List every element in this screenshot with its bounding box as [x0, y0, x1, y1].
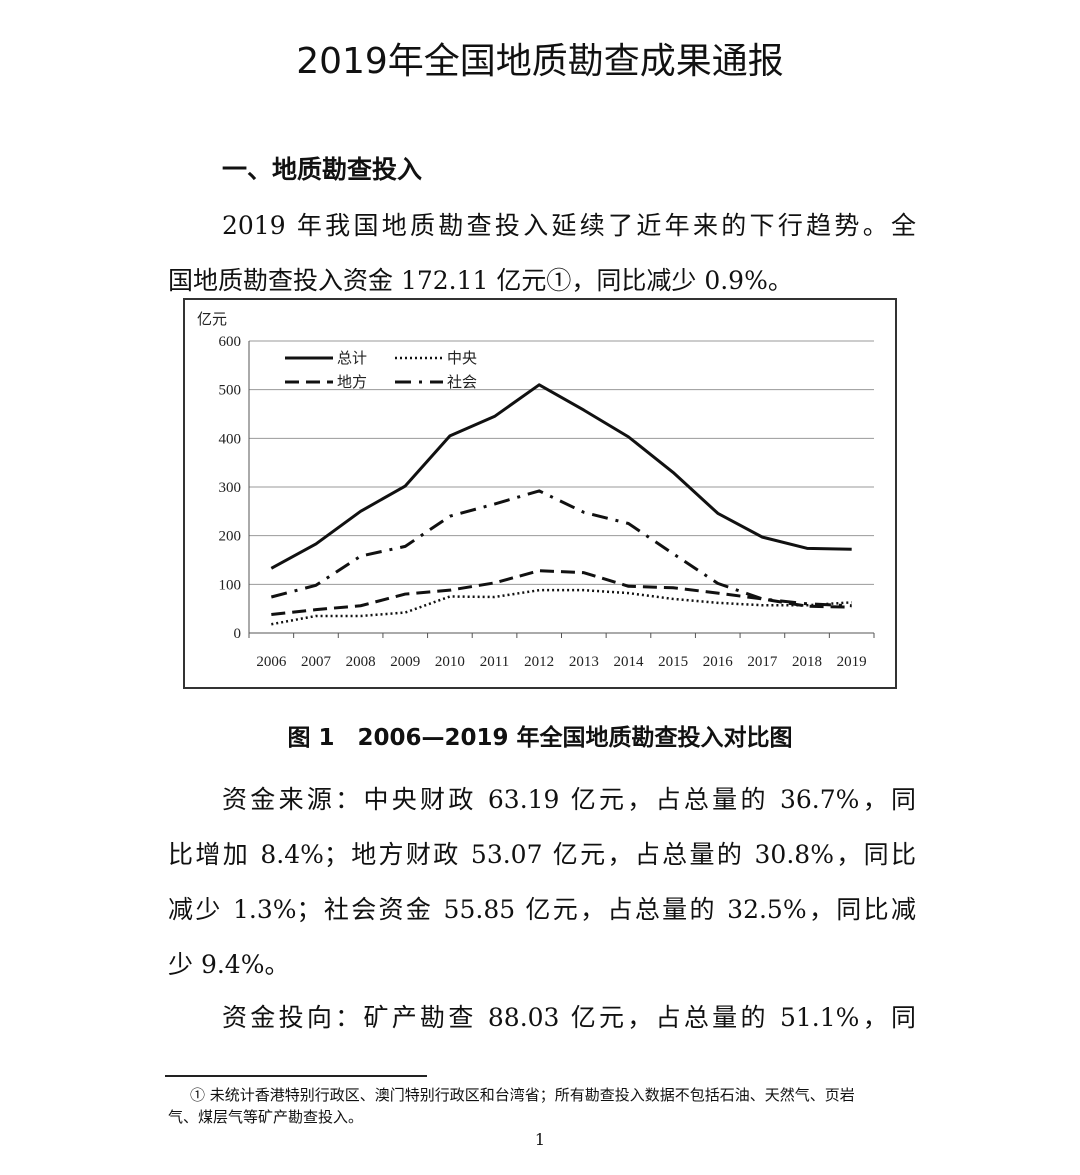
x-tick-label: 2016: [703, 654, 734, 670]
x-tick-label: 2014: [613, 654, 644, 670]
section-heading: 一、地质勘查投入: [222, 155, 423, 184]
y-tick-label: 100: [219, 577, 242, 593]
series-line-地方: [271, 569, 852, 616]
paragraph-line: 2019 年我国地质勘查投入延续了近年来的下行趋势。全: [222, 211, 916, 240]
figure-caption: 图 1 2006—2019 年全国地质勘查投入对比图: [287, 725, 793, 751]
paragraph-line: 减少 1.3%；社会资金 55.85 亿元，占总量的 32.5%，同比减: [168, 895, 916, 924]
paragraph-line: 资金来源：中央财政 63.19 亿元，占总量的 36.7%，同: [222, 785, 916, 814]
paragraph-line: 资金投向：矿产勘查 88.03 亿元，占总量的 51.1%，同: [222, 1003, 916, 1032]
legend-label: 社会: [447, 373, 477, 391]
page-number: 1: [534, 1130, 546, 1149]
series-line-社会: [270, 489, 852, 608]
y-tick-label: 200: [219, 529, 242, 545]
chart-frame: 0 100 200 300 400 500 600 2006 2007 2008 2009 2010 2…: [183, 298, 897, 689]
x-tick-label: 2013: [569, 654, 599, 670]
page-title: 2019年全国地质勘查成果通报: [296, 41, 784, 82]
y-axis-label: 亿元: [197, 310, 227, 328]
y-tick-label: 500: [219, 383, 242, 399]
x-tick-label: 2012: [524, 654, 554, 670]
y-tick-label: 400: [219, 431, 242, 447]
legend-label: 总计: [337, 349, 367, 367]
legend-label: 地方: [337, 373, 367, 391]
x-tick-label: 2007: [301, 654, 332, 670]
y-tick-label: 300: [219, 480, 242, 496]
x-tick-label: 2015: [658, 654, 688, 670]
y-tick-label: 0: [234, 626, 242, 642]
line-chart: 0 100 200 300 400 500 600 2006 2007 2008 2009 2010 2…: [197, 310, 875, 670]
paragraph-line: 比增加 8.4%；地方财政 53.07 亿元，占总量的 30.8%，同比: [168, 840, 916, 869]
x-tick-label: 2018: [792, 654, 822, 670]
x-tick-label: 2011: [480, 654, 509, 670]
paragraph-line: 少 9.4%。: [168, 950, 290, 979]
x-tick-label: 2010: [435, 654, 465, 670]
y-tick-label: 600: [219, 334, 242, 350]
x-tick-label: 2006: [256, 654, 287, 670]
footnote-divider: [165, 1075, 427, 1077]
x-tick-label: 2008: [346, 654, 376, 670]
footnote-line: 气、煤层气等矿产勘查投入。: [168, 1108, 364, 1126]
series-line-总计: [270, 383, 852, 570]
x-tick-label: 2017: [747, 654, 778, 670]
legend-label: 中央: [447, 349, 477, 367]
footnote-line: ① 未统计香港特别行政区、澳门特别行政区和台湾省；所有勘查投入数据不包括石油、天…: [190, 1086, 855, 1104]
x-tick-label: 2009: [390, 654, 420, 670]
paragraph-line: 国地质勘查投入资金 172.11 亿元①，同比减少 0.9%。: [168, 266, 793, 295]
x-tick-label: 2019: [837, 654, 867, 670]
